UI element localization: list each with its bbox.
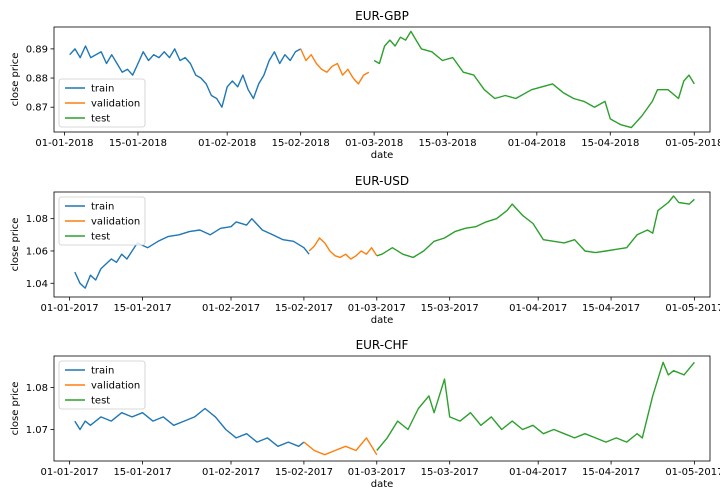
series-line-train xyxy=(69,45,302,108)
x-tick-label: 01-02-2017 xyxy=(202,467,260,478)
x-tick-label: 15-01-2018 xyxy=(109,138,167,149)
y-axis-label: close price xyxy=(10,218,21,272)
chart-title: EUR-CHF xyxy=(356,338,409,352)
x-tick-label: 01-03-2017 xyxy=(348,467,406,478)
legend-label-validation: validation xyxy=(91,381,140,392)
x-tick-label: 01-03-2018 xyxy=(345,138,403,149)
x-tick-label: 15-04-2017 xyxy=(582,303,640,314)
x-tick-label: 01-01-2017 xyxy=(41,303,99,314)
x-tick-label: 15-04-2018 xyxy=(581,138,639,149)
legend: train validation test xyxy=(58,78,146,128)
plot-area xyxy=(53,355,711,462)
y-tick-label: 0.87 xyxy=(26,103,48,114)
series-line-validation xyxy=(303,437,378,456)
legend-box xyxy=(58,196,146,246)
chart-panel: EUR-CHF 01-01-2017 15-01-2017 01-02-2017 15-… xyxy=(10,338,720,490)
x-axis-label: date xyxy=(371,479,394,490)
legend-label-validation: validation xyxy=(91,99,140,110)
y-tick-label: 0.88 xyxy=(26,74,48,85)
x-tick-label: 01-02-2017 xyxy=(202,303,260,314)
y-tick-label: 1.07 xyxy=(26,425,48,436)
series-line-validation xyxy=(300,48,370,85)
legend-box xyxy=(58,360,146,410)
series-line-train xyxy=(74,218,310,289)
series-line-test xyxy=(373,30,695,129)
x-tick-label: 15-03-2017 xyxy=(421,303,479,314)
x-tick-label: 01-04-2017 xyxy=(509,303,567,314)
x-tick-label: 01-04-2017 xyxy=(509,467,567,478)
y-tick-label: 0.89 xyxy=(26,44,48,55)
x-tick-label: 01-05-2018 xyxy=(665,138,720,149)
x-tick-label: 01-04-2018 xyxy=(508,138,566,149)
plot-area xyxy=(53,26,711,133)
legend-label-train: train xyxy=(91,84,114,95)
series-line-train xyxy=(74,407,305,447)
x-tick-label: 15-03-2017 xyxy=(421,467,479,478)
legend-label-validation: validation xyxy=(91,217,140,228)
x-tick-label: 15-02-2017 xyxy=(275,303,333,314)
legend-label-train: train xyxy=(91,366,114,377)
legend-label-test: test xyxy=(91,114,110,125)
chart-title: EUR-USD xyxy=(355,174,409,188)
chart-title: EUR-GBP xyxy=(355,9,409,23)
x-tick-label: 15-03-2018 xyxy=(419,138,477,149)
legend: train validation test xyxy=(58,360,146,410)
x-axis-label: date xyxy=(371,315,394,326)
plot-area xyxy=(53,191,711,298)
legend: train validation test xyxy=(58,196,146,246)
x-tick-label: 01-01-2017 xyxy=(41,467,99,478)
x-tick-label: 01-03-2017 xyxy=(348,303,406,314)
x-tick-label: 15-01-2017 xyxy=(113,303,171,314)
chart-panel: EUR-USD 01-01-2017 15-01-2017 01-02-2017 15-… xyxy=(10,174,720,326)
y-tick-label: 1.04 xyxy=(26,279,48,290)
x-tick-label: 15-02-2017 xyxy=(275,467,333,478)
x-tick-label: 15-04-2017 xyxy=(582,467,640,478)
y-tick-label: 1.08 xyxy=(26,383,48,394)
x-tick-label: 01-05-2017 xyxy=(665,467,720,478)
x-tick-label: 15-02-2018 xyxy=(272,138,330,149)
series-line-test xyxy=(376,361,695,451)
legend-box xyxy=(58,78,146,128)
x-tick-label: 15-01-2017 xyxy=(113,467,171,478)
y-axis-label: close price xyxy=(10,382,21,436)
legend-label-test: test xyxy=(91,396,110,407)
x-tick-label: 01-02-2018 xyxy=(198,138,256,149)
y-axis-label: close price xyxy=(10,53,21,107)
legend-label-test: test xyxy=(91,232,110,243)
y-tick-label: 1.08 xyxy=(26,214,48,225)
legend-label-train: train xyxy=(91,202,114,213)
x-axis-label: date xyxy=(371,150,394,161)
chart-panel: EUR-GBP 01-01-2018 15-01-2018 01-02-2018 15-… xyxy=(10,9,720,161)
series-line-test xyxy=(376,195,695,259)
series-line-validation xyxy=(308,237,378,260)
x-tick-label: 01-05-2017 xyxy=(665,303,720,314)
y-tick-label: 1.06 xyxy=(26,246,48,257)
x-tick-label: 01-01-2018 xyxy=(35,138,93,149)
